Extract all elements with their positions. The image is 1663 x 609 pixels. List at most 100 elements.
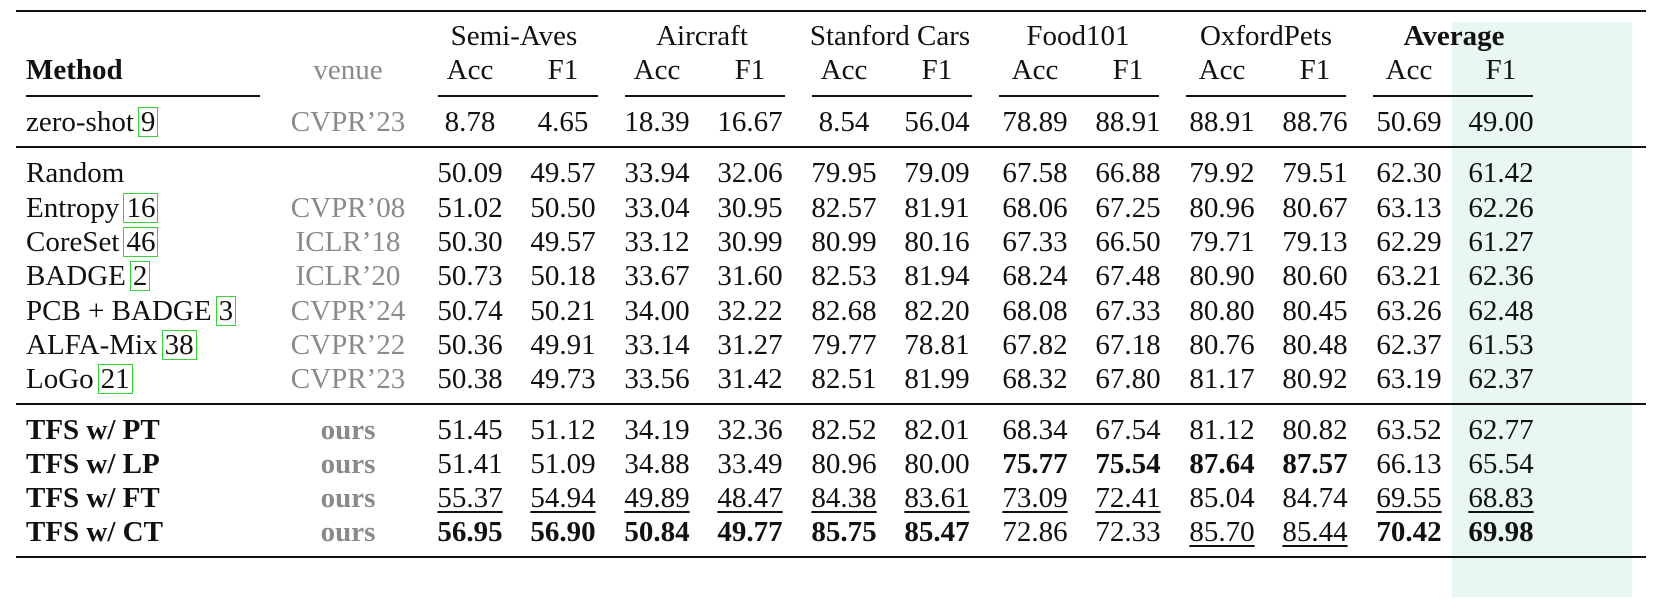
average-column-highlight: [1452, 22, 1632, 597]
f1-value: 82.01: [904, 414, 970, 446]
method-name: zero-shot 9: [26, 104, 159, 140]
acc-value: 56.95: [437, 516, 503, 548]
acc-subheader: Acc: [633, 54, 681, 86]
f1-value: 50.21: [530, 295, 596, 327]
f1-value: 65.54: [1468, 448, 1534, 480]
acc-value: 80.99: [811, 226, 877, 258]
acc-value: 82.53: [811, 260, 877, 292]
citation-link[interactable]: 3: [215, 296, 237, 326]
acc-value: 33.12: [624, 226, 690, 258]
f1-value: 32.22: [717, 295, 783, 327]
f1-value: 81.94: [904, 260, 970, 292]
acc-value: 34.19: [624, 414, 690, 446]
f1-value: 33.49: [717, 448, 783, 480]
method-header-rule: [26, 95, 260, 97]
acc-value: 50.36: [437, 329, 503, 361]
acc-value: 68.24: [1002, 260, 1068, 292]
f1-value: 88.76: [1282, 106, 1348, 138]
f1-value: 80.60: [1282, 260, 1348, 292]
venue-cell: ICLR’18: [295, 226, 401, 258]
f1-value: 50.50: [530, 192, 596, 224]
venue-cell: CVPR’24: [290, 295, 406, 327]
acc-value: 87.64: [1189, 448, 1255, 480]
acc-value: 73.09: [1002, 482, 1068, 514]
acc-value: 80.90: [1189, 260, 1255, 292]
f1-value: 81.91: [904, 192, 970, 224]
acc-value: 68.08: [1002, 295, 1068, 327]
stanford-cars-header-rule: [812, 95, 972, 97]
acc-value: 63.26: [1376, 295, 1442, 327]
acc-value: 50.30: [437, 226, 503, 258]
acc-subheader: Acc: [1385, 54, 1433, 86]
f1-value: 56.90: [530, 516, 596, 548]
f1-subheader: F1: [734, 54, 766, 86]
f1-value: 49.57: [530, 157, 596, 189]
f1-value: 31.60: [717, 260, 783, 292]
f1-value: 78.81: [904, 329, 970, 361]
average-header-rule: [1373, 95, 1533, 97]
acc-value: 18.39: [624, 106, 690, 138]
acc-subheader: Acc: [1011, 54, 1059, 86]
f1-value: 66.50: [1095, 226, 1161, 258]
f1-value: 61.42: [1468, 157, 1534, 189]
f1-value: 88.91: [1095, 106, 1161, 138]
f1-value: 87.57: [1282, 448, 1348, 480]
f1-value: 85.47: [904, 516, 970, 548]
f1-value: 62.48: [1468, 295, 1534, 327]
acc-value: 79.71: [1189, 226, 1255, 258]
group-header-stanford-cars: Stanford Cars: [809, 20, 971, 52]
food101-header-rule: [999, 95, 1159, 97]
method-name: Entropy 16: [26, 190, 159, 226]
venue-cell: ours: [320, 516, 376, 548]
f1-value: 67.25: [1095, 192, 1161, 224]
f1-subheader: F1: [1485, 54, 1517, 86]
citation-link[interactable]: 38: [161, 330, 197, 360]
f1-value: 79.09: [904, 157, 970, 189]
f1-value: 67.80: [1095, 363, 1161, 395]
f1-value: 51.09: [530, 448, 596, 480]
f1-value: 67.48: [1095, 260, 1161, 292]
acc-value: 84.38: [811, 482, 877, 514]
acc-value: 8.78: [444, 106, 496, 138]
f1-value: 50.18: [530, 260, 596, 292]
method-name: TFS w/ CT: [26, 516, 163, 548]
section-rule-2: [16, 403, 1646, 405]
f1-value: 80.45: [1282, 295, 1348, 327]
venue-cell: CVPR’22: [290, 329, 406, 361]
citation-link[interactable]: 46: [123, 227, 159, 257]
f1-value: 31.27: [717, 329, 783, 361]
f1-value: 79.51: [1282, 157, 1348, 189]
f1-value: 85.44: [1282, 516, 1348, 548]
acc-value: 79.77: [811, 329, 877, 361]
f1-subheader: F1: [547, 54, 579, 86]
method-name: LoGo 21: [26, 361, 133, 397]
acc-value: 70.42: [1376, 516, 1442, 548]
acc-value: 63.52: [1376, 414, 1442, 446]
f1-value: 69.98: [1468, 516, 1534, 548]
acc-value: 85.70: [1189, 516, 1255, 548]
f1-value: 75.54: [1095, 448, 1161, 480]
f1-value: 48.47: [717, 482, 783, 514]
acc-value: 50.09: [437, 157, 503, 189]
group-header-average: Average: [1403, 20, 1505, 52]
citation-link[interactable]: 9: [137, 107, 159, 137]
citation-link[interactable]: 2: [129, 261, 151, 291]
method-name: PCB + BADGE 3: [26, 293, 237, 329]
acc-value: 88.91: [1189, 106, 1255, 138]
f1-value: 62.26: [1468, 192, 1534, 224]
acc-subheader: Acc: [446, 54, 494, 86]
acc-value: 67.82: [1002, 329, 1068, 361]
citation-link[interactable]: 21: [97, 364, 133, 394]
semi-aves-header-rule: [438, 95, 598, 97]
acc-value: 33.04: [624, 192, 690, 224]
acc-value: 69.55: [1376, 482, 1442, 514]
acc-value: 72.86: [1002, 516, 1068, 548]
acc-value: 67.33: [1002, 226, 1068, 258]
acc-value: 67.58: [1002, 157, 1068, 189]
f1-value: 51.12: [530, 414, 596, 446]
citation-link[interactable]: 16: [123, 193, 159, 223]
venue-cell: CVPR’23: [290, 363, 406, 395]
venue-column-header: venue: [313, 54, 383, 86]
acc-value: 55.37: [437, 482, 503, 514]
f1-subheader: F1: [921, 54, 953, 86]
